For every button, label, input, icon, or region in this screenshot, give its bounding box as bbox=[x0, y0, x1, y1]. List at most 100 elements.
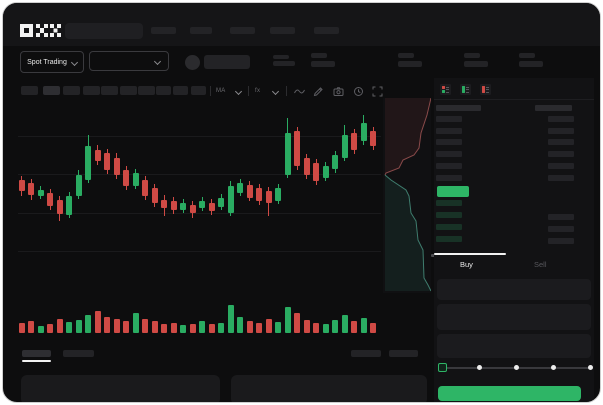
volume-bar bbox=[256, 323, 262, 333]
bid-row-amount[interactable] bbox=[548, 214, 574, 220]
bottom-tab-2[interactable] bbox=[63, 350, 94, 357]
candle bbox=[208, 203, 215, 211]
candlestick-chart[interactable] bbox=[3, 103, 433, 298]
line-style-icon[interactable] bbox=[294, 86, 305, 97]
pair-dropdown[interactable] bbox=[89, 51, 169, 71]
ask-row-price[interactable] bbox=[436, 162, 462, 169]
timeframe-button[interactable] bbox=[138, 86, 155, 95]
nav-item-placeholder[interactable] bbox=[270, 27, 295, 34]
volume-bar bbox=[66, 322, 72, 333]
timeframe-button[interactable] bbox=[173, 86, 188, 95]
candle bbox=[313, 163, 319, 181]
bottom-toolbar-block-1[interactable] bbox=[351, 350, 381, 357]
last-price-badge[interactable] bbox=[437, 186, 469, 197]
timeframe-button[interactable] bbox=[156, 86, 171, 95]
candle bbox=[256, 188, 262, 201]
timeframe-button[interactable] bbox=[191, 86, 206, 95]
candle bbox=[303, 158, 310, 175]
candle bbox=[123, 170, 129, 186]
candle bbox=[94, 150, 101, 161]
volume-bar bbox=[322, 324, 329, 333]
ask-row-amount[interactable] bbox=[548, 162, 574, 169]
ask-row-price[interactable] bbox=[436, 127, 462, 134]
chevron-down-icon[interactable] bbox=[234, 87, 243, 96]
place-order-button[interactable] bbox=[438, 386, 581, 401]
nav-item-placeholder[interactable] bbox=[151, 27, 176, 34]
candle bbox=[294, 131, 300, 166]
candle bbox=[227, 186, 234, 213]
slider-stop-dot[interactable] bbox=[551, 365, 556, 370]
ask-row-price[interactable] bbox=[436, 151, 462, 158]
bid-row-amount[interactable] bbox=[548, 226, 574, 232]
market-type-selector[interactable]: Spot Trading bbox=[20, 51, 84, 73]
screenshot-camera-icon[interactable] bbox=[333, 86, 344, 97]
timeframe-button[interactable] bbox=[21, 86, 38, 95]
bottom-toolbar-block-2[interactable] bbox=[389, 350, 418, 357]
chevron-down-icon[interactable] bbox=[271, 87, 280, 96]
timeframe-button[interactable] bbox=[101, 86, 118, 95]
slider-stop-dot[interactable] bbox=[514, 365, 519, 370]
candle bbox=[360, 123, 367, 141]
stat-label-placeholder bbox=[398, 53, 414, 58]
candle bbox=[37, 190, 44, 196]
candle bbox=[284, 133, 291, 175]
bid-row-price[interactable] bbox=[436, 200, 462, 206]
fullscreen-expand-icon[interactable] bbox=[372, 86, 383, 97]
coin-avatar bbox=[185, 55, 200, 70]
slider-stop-dot[interactable] bbox=[477, 365, 482, 370]
ask-row-amount[interactable] bbox=[548, 116, 574, 122]
ask-row-amount[interactable] bbox=[548, 151, 574, 158]
timeframe-button[interactable] bbox=[120, 86, 137, 95]
bid-row-amount[interactable] bbox=[548, 238, 574, 244]
trade-input-placeholder[interactable] bbox=[437, 334, 591, 358]
bid-row-price[interactable] bbox=[436, 236, 462, 242]
volume-bar bbox=[370, 323, 376, 333]
volume-bar bbox=[142, 319, 148, 333]
nav-item-placeholder[interactable] bbox=[190, 27, 212, 34]
bid-row-price[interactable] bbox=[436, 224, 462, 230]
candle bbox=[370, 131, 376, 146]
timeframe-button[interactable] bbox=[63, 86, 80, 95]
volume-bar bbox=[170, 323, 177, 333]
sell-tab[interactable]: Sell bbox=[534, 260, 547, 269]
candle bbox=[104, 153, 110, 170]
bottom-tab-active[interactable] bbox=[22, 350, 51, 357]
okx-logo-icon bbox=[20, 24, 61, 37]
ask-row-amount[interactable] bbox=[548, 174, 574, 181]
bid-row-price[interactable] bbox=[436, 212, 462, 218]
amount-slider-handle[interactable] bbox=[438, 363, 447, 372]
orderbook-view-bids-icon[interactable] bbox=[460, 84, 471, 95]
trade-input-placeholder[interactable] bbox=[437, 279, 591, 300]
candle bbox=[132, 173, 139, 186]
orderbook-view-asks-icon[interactable] bbox=[480, 84, 491, 95]
candle bbox=[142, 180, 148, 196]
candle bbox=[75, 175, 82, 196]
bottom-tab-underline bbox=[22, 360, 51, 362]
nav-item-placeholder[interactable] bbox=[230, 27, 255, 34]
volume-bar bbox=[104, 317, 110, 333]
ask-row-price[interactable] bbox=[436, 139, 462, 146]
nav-item-placeholder[interactable] bbox=[314, 27, 339, 34]
indicator-dropdown-2[interactable]: fx bbox=[255, 88, 261, 94]
buy-tab[interactable]: Buy bbox=[460, 260, 473, 269]
orderbook-view-combined-icon[interactable] bbox=[440, 84, 451, 95]
slider-stop-dot[interactable] bbox=[588, 365, 593, 370]
ask-row-price[interactable] bbox=[436, 116, 462, 122]
draw-pencil-icon[interactable] bbox=[313, 86, 324, 97]
volume-bar bbox=[351, 321, 357, 333]
ask-row-amount[interactable] bbox=[548, 139, 574, 146]
pair-search-placeholder[interactable] bbox=[65, 23, 143, 39]
volume-bar bbox=[265, 319, 272, 333]
refresh-clock-icon[interactable] bbox=[353, 86, 364, 97]
volume-bar bbox=[75, 320, 82, 333]
timeframe-button[interactable] bbox=[83, 86, 100, 95]
timeframe-button[interactable] bbox=[43, 86, 60, 95]
ask-row-price[interactable] bbox=[436, 174, 462, 181]
ask-row-amount[interactable] bbox=[548, 127, 574, 134]
toolbar-divider bbox=[286, 86, 287, 96]
volume-bar bbox=[151, 321, 158, 333]
trade-input-placeholder[interactable] bbox=[437, 304, 591, 330]
indicator-dropdown-1[interactable]: MA bbox=[216, 88, 226, 94]
